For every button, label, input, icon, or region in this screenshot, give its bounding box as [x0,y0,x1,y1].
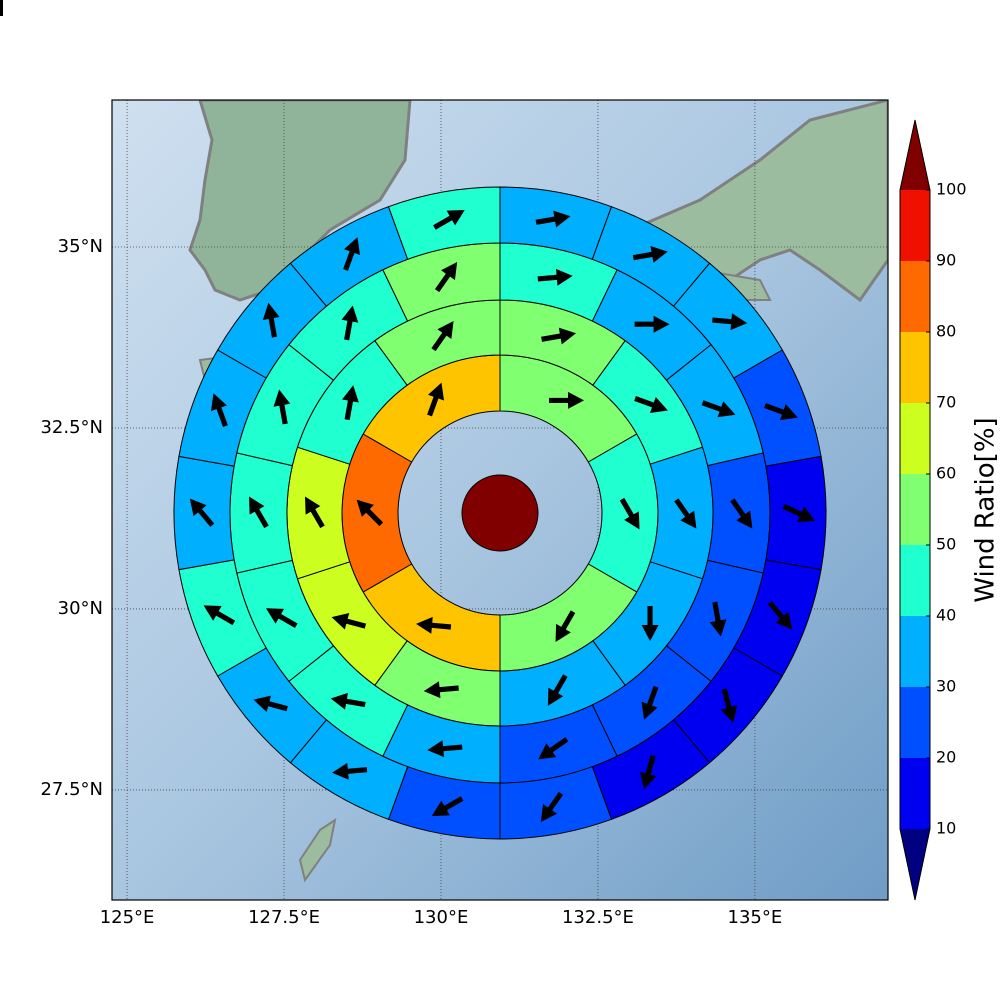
colorbar-segment [900,687,930,758]
wind-arrow [332,762,368,780]
colorbar-segment [900,758,930,829]
wind-arrow [764,403,798,421]
wind-arrow [540,791,564,823]
x-tick-label: 132.5°E [562,907,634,928]
wind-arrow [434,261,458,293]
wind-arrow [640,754,657,790]
colorbar-tick-label: 90 [936,251,956,270]
colorbar-segment [900,190,930,261]
colorbar-extension-high [900,120,930,190]
wind-arrow [641,685,659,720]
y-tick-label: 27.5°N [40,779,103,800]
colorbar-segment [900,332,930,403]
wind-arrow [641,606,659,642]
wind-arrow [549,391,584,409]
wind-arrow [767,600,793,630]
wind-arrow [203,605,236,626]
wind-arrow [619,497,640,530]
wind-arrow [701,400,736,418]
colorbar-tick-label: 70 [936,393,956,412]
wind-arrow [709,601,727,637]
colorbar-extension-low [900,829,930,900]
wind-arrow [433,210,465,230]
colorbar: 10 20 30 40 50 60 70 80 90 100 [899,119,967,901]
wind-arrow [0,0,3,16]
wind-arrow [356,499,384,527]
wind-arrow [535,210,571,228]
wind-arrow [674,498,697,529]
colorbar-segment [900,261,930,332]
wind-arrow [416,616,452,634]
wind-arrow [331,613,367,630]
center-disc [461,474,539,552]
y-tick-label: 32.5°N [40,417,103,438]
wind-arrow [720,688,738,723]
wind-arrow [341,305,359,341]
wind-arrow [730,498,753,529]
wind-arrow [431,321,454,352]
wind-arrow [547,674,568,706]
colorbar-tick-label: 20 [936,748,956,767]
colorbar-tick-label: 30 [936,677,956,696]
wind-arrow [541,327,577,345]
wind-arrow [632,246,668,263]
y-tick-label: 30°N [58,598,103,619]
colorbar-tick-label: 40 [936,606,956,625]
wind-arrow [634,315,670,333]
sector [286,446,351,580]
wind-arrow [782,503,816,522]
wind-arrow [330,692,366,710]
sectors [174,187,827,840]
wind-arrow [262,302,280,338]
colorbar-segment [900,545,930,616]
colorbar-tick-label: 100 [936,180,967,199]
wind-arrow [538,737,569,760]
wind-arrow [537,268,573,286]
wind-arrow [712,313,748,331]
wind-arrow [634,396,668,413]
colorbar-tick-label: 60 [936,464,956,483]
x-tick-label: 130°E [414,907,469,928]
colorbar-segment [900,616,930,687]
x-tick-label: 127.5°E [248,907,320,928]
arrows [0,0,816,823]
wind-arrow [555,610,576,643]
wind-arrow [431,796,464,816]
wind-arrow [305,496,325,529]
wind-arrow [427,382,445,417]
colorbar-tick-label: 10 [936,819,956,838]
colorbar-segment [900,474,930,545]
wind-arrow [427,740,463,758]
colorbar-segment [900,403,930,474]
wind-arrow [249,496,269,529]
wind-arrow [273,389,291,425]
wind-arrow [265,608,298,629]
wind-arrow [423,681,459,699]
colorbar-label: Wind Ratio[%] [971,417,1000,602]
sector [649,446,714,580]
colorbar-tick-label: 80 [936,322,956,341]
wind-arrow [253,695,288,712]
plot-frame [111,99,889,901]
colorbar-tick-label: 50 [936,535,956,554]
wind-arrow [189,498,215,527]
wind-arrow [343,237,361,271]
x-tick-label: 125°E [100,907,155,928]
wind-arrow [342,385,359,421]
y-tick-label: 35°N [58,236,103,257]
wind-arrow [210,393,228,428]
x-tick-label: 135°E [728,907,783,928]
